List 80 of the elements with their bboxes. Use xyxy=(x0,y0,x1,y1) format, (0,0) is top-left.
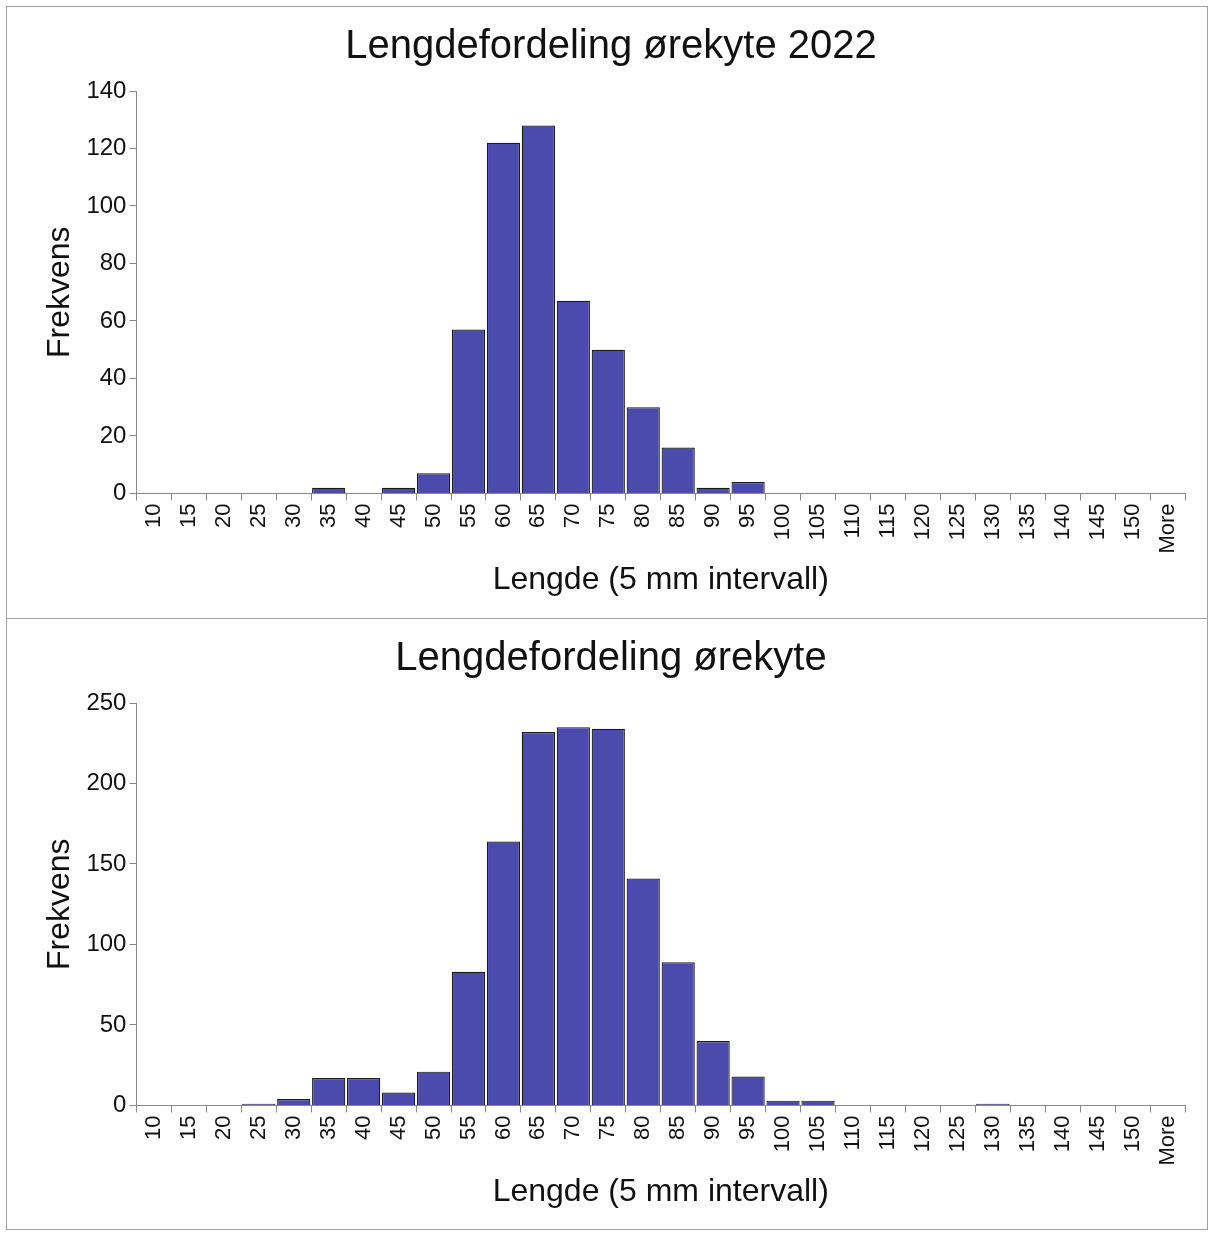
chart-title: Lengdefordeling ørekyte xyxy=(395,634,827,679)
x-tick-label: 15 xyxy=(174,1115,200,1140)
x-tick-label: 25 xyxy=(244,1115,270,1140)
y-tick-label: 0 xyxy=(113,478,127,506)
x-tick-label: 25 xyxy=(244,503,270,528)
x-tick-label: 95 xyxy=(734,1115,760,1140)
x-tick-label: 80 xyxy=(629,503,655,528)
x-tick-label: 145 xyxy=(1083,503,1109,541)
x-tick-label: 150 xyxy=(1118,503,1144,541)
x-tick-label: 70 xyxy=(559,503,585,528)
x-tick-label: 105 xyxy=(804,1115,830,1153)
x-tick-label: 140 xyxy=(1048,1115,1074,1153)
x-tick-label: 50 xyxy=(419,503,445,528)
y-tick-label: 80 xyxy=(99,248,127,276)
x-tick-label: 85 xyxy=(664,503,690,528)
x-tick-label: 125 xyxy=(943,503,969,541)
x-tick-label: 10 xyxy=(139,1115,165,1140)
x-tick-label: 40 xyxy=(349,503,375,528)
x-tick-label: 100 xyxy=(769,1115,795,1153)
x-tick-label: 35 xyxy=(314,1115,340,1140)
chart-title: Lengdefordeling ørekyte 2022 xyxy=(345,22,877,67)
x-tick-label: 105 xyxy=(804,503,830,541)
y-tick-label: 150 xyxy=(86,848,127,876)
x-tick-label: 90 xyxy=(699,503,725,528)
y-tick-label: 250 xyxy=(86,687,127,715)
x-tick-label: 65 xyxy=(524,1115,550,1140)
x-tick-label: 55 xyxy=(454,1115,480,1140)
x-tick-label: 110 xyxy=(839,1115,865,1151)
x-tick-label: 150 xyxy=(1118,1115,1144,1153)
x-tick-label: 135 xyxy=(1013,1115,1039,1153)
y-axis-title: Frekvens xyxy=(40,226,77,359)
x-tick-label: 20 xyxy=(209,503,235,528)
x-tick-label: 90 xyxy=(699,1115,725,1140)
x-tick-label: 130 xyxy=(978,503,1004,541)
x-tick-label: 10 xyxy=(139,503,165,528)
y-tick-label: 120 xyxy=(86,133,127,161)
x-tick-label: 55 xyxy=(454,503,480,528)
x-tick-label: 120 xyxy=(908,503,934,541)
x-tick-label: 20 xyxy=(209,1115,235,1140)
x-axis-title: Lengde (5 mm intervall) xyxy=(492,1171,829,1208)
y-tick-label: 100 xyxy=(86,190,127,218)
x-tick-label: 125 xyxy=(943,1115,969,1153)
y-tick-label: 40 xyxy=(99,363,127,391)
x-tick-label: 60 xyxy=(489,1115,515,1140)
y-tick-label: 140 xyxy=(86,75,127,103)
x-tick-label: 130 xyxy=(978,1115,1004,1153)
x-tick-label: More xyxy=(1153,503,1179,554)
x-tick-label: 115 xyxy=(873,1115,899,1151)
x-tick-label: 45 xyxy=(384,1115,410,1140)
x-tick-label: 70 xyxy=(559,1115,585,1140)
x-tick-label: 95 xyxy=(734,503,760,528)
x-tick-label: 140 xyxy=(1048,503,1074,541)
y-axis-title: Frekvens xyxy=(40,838,77,971)
x-tick-label: 115 xyxy=(873,503,899,539)
x-tick-label: More xyxy=(1153,1115,1179,1166)
x-tick-label: 135 xyxy=(1013,503,1039,541)
x-tick-label: 65 xyxy=(524,503,550,528)
x-tick-label: 60 xyxy=(489,503,515,528)
x-tick-label: 75 xyxy=(594,503,620,528)
y-tick-label: 60 xyxy=(99,305,127,333)
x-tick-label: 110 xyxy=(839,503,865,539)
x-tick-label: 40 xyxy=(349,1115,375,1140)
y-tick-label: 100 xyxy=(86,929,127,957)
x-tick-label: 35 xyxy=(314,503,340,528)
x-tick-label: 30 xyxy=(279,1115,305,1140)
x-tick-label: 75 xyxy=(594,1115,620,1140)
y-tick-label: 0 xyxy=(113,1090,127,1118)
x-tick-label: 30 xyxy=(279,503,305,528)
x-tick-label: 80 xyxy=(629,1115,655,1140)
x-tick-label: 145 xyxy=(1083,1115,1109,1153)
x-axis-title: Lengde (5 mm intervall) xyxy=(492,559,829,596)
x-tick-label: 120 xyxy=(908,1115,934,1153)
x-tick-label: 50 xyxy=(419,1115,445,1140)
x-tick-label: 45 xyxy=(384,503,410,528)
y-tick-label: 50 xyxy=(99,1009,127,1037)
y-tick-label: 20 xyxy=(99,420,127,448)
x-tick-label: 85 xyxy=(664,1115,690,1140)
x-tick-label: 100 xyxy=(769,503,795,541)
x-tick-label: 15 xyxy=(174,503,200,528)
y-tick-label: 200 xyxy=(86,768,127,796)
